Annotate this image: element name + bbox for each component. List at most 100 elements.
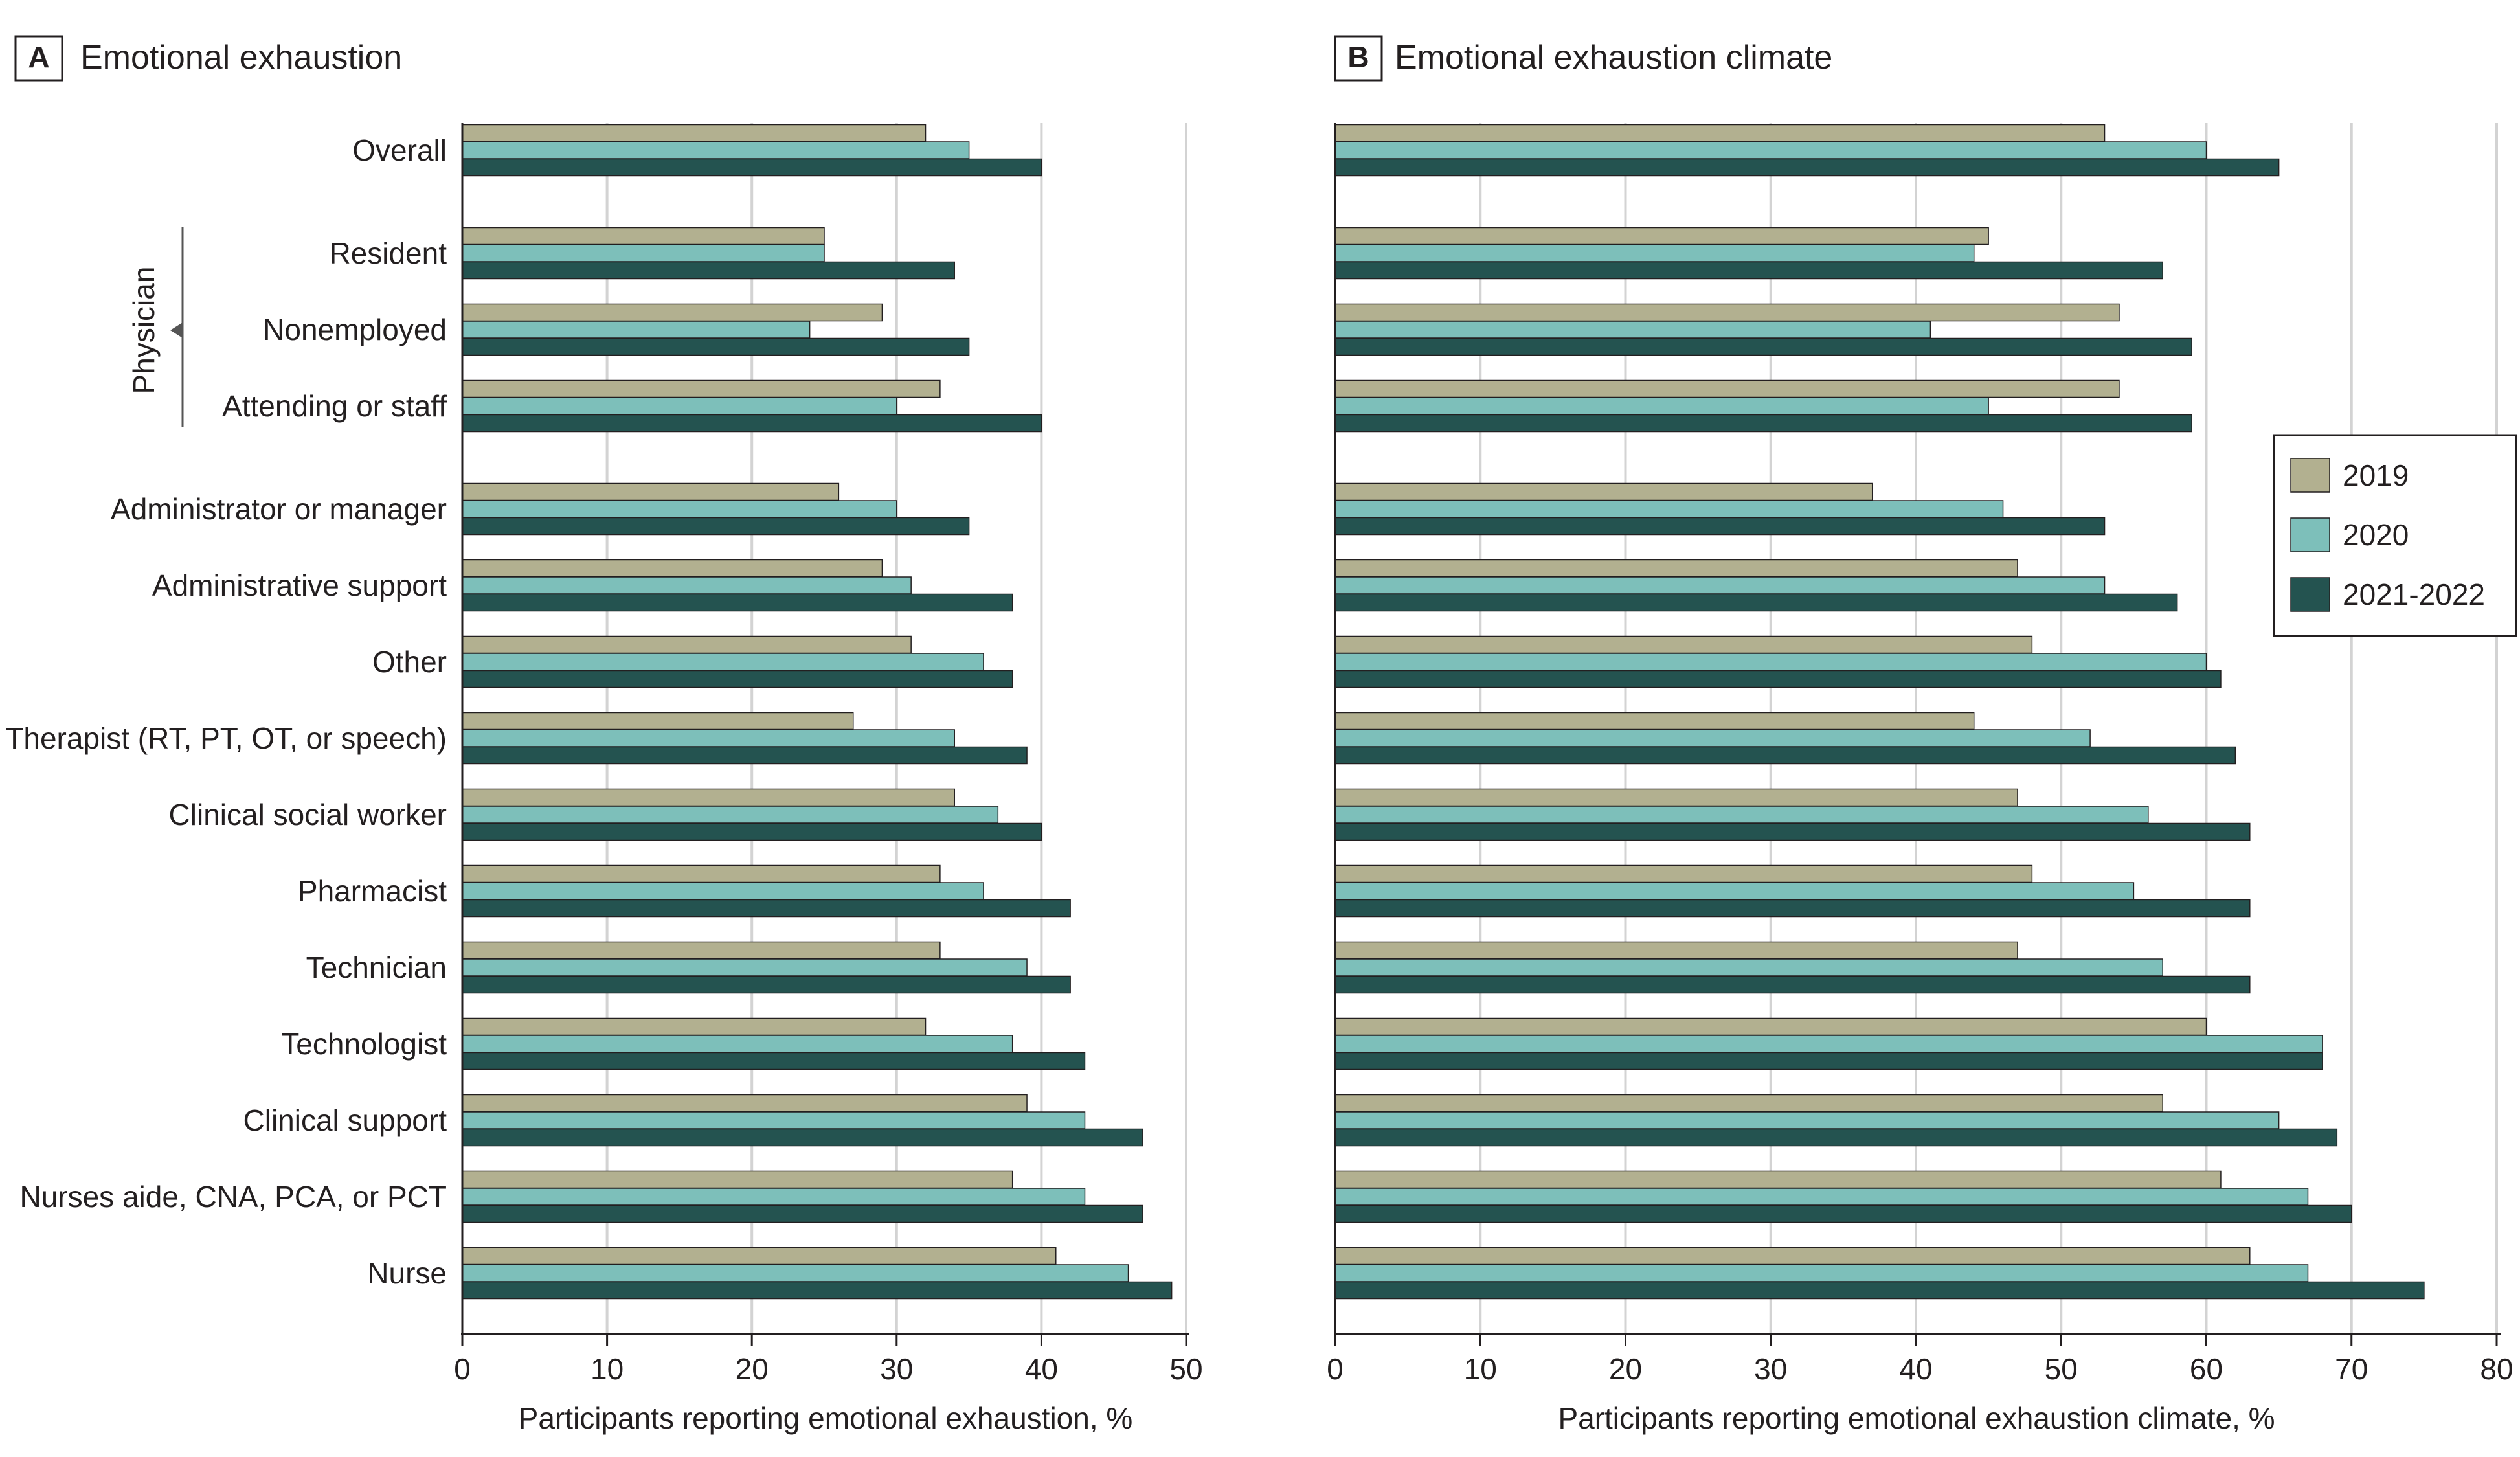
panel-b-bar-clinical-social-worker-2019 (1334, 788, 2018, 807)
panel-b-tick-label-60: 60 (2190, 1352, 2223, 1386)
panel-b-bar-administrative-support-2020 (1334, 576, 2106, 594)
category-label-administrator-or-manager: Administrator or manager (111, 492, 447, 526)
panel-a-bar-attending-or-staff-2019 (462, 379, 941, 398)
panel-b-bar-pharmacist-2019 (1334, 864, 2033, 883)
panel-a-bar-overall-2020 (462, 141, 970, 159)
panel-b: B Emotional exhaustion climate 0 10 20 30 40… (1327, 35, 2517, 1435)
legend-swatch-2020 (2290, 517, 2330, 552)
category-label-other: Other (372, 645, 447, 679)
panel-a-title: Emotional exhaustion (80, 39, 402, 76)
panel-a-bar-pharmacist-2019 (462, 864, 941, 883)
panel-b-bar-technologist-2020 (1334, 1035, 2323, 1053)
panel-b-bar-nurses-aide-cna-pca-or-pct-2019 (1334, 1170, 2222, 1189)
panel-a-tick-label-0: 0 (454, 1352, 471, 1386)
panel-b-bar-attending-or-staff-2020 (1334, 397, 1989, 415)
panel-b-bar-administrator-or-manager-2021-2022 (1334, 517, 2106, 536)
panel-a-bar-clinical-support-2021-2022 (462, 1128, 1143, 1147)
panel-a-tick-label-50: 50 (1169, 1352, 1202, 1386)
panel-b-ticks: 0 10 20 30 40 50 60 70 80 (1327, 1334, 2514, 1386)
panel-b-bar-nurse-2020 (1334, 1264, 2309, 1282)
panel-b-bar-therapist-rt-pt-ot-or-speech-2021-2022 (1334, 746, 2236, 765)
panel-a: A Emotional exhaustion 0 10 20 30 40 50 Overa… (5, 35, 1203, 1435)
panel-b-bar-pharmacist-2020 (1334, 882, 2135, 900)
legend-swatch-2021-2022 (2290, 577, 2330, 612)
panel-a-bar-attending-or-staff-2021-2022 (462, 414, 1042, 433)
panel-b-letter-box (1334, 35, 1383, 82)
panel-a-bar-nurses-aide-cna-pca-or-pct-2020 (462, 1188, 1086, 1206)
panel-a-bar-pharmacist-2020 (462, 882, 984, 900)
panel-a-bar-administrative-support-2021-2022 (462, 593, 1013, 612)
panel-b-bar-technician-2020 (1334, 958, 2163, 977)
panel-a-letter: A (28, 40, 49, 74)
panel-b-bar-technician-2019 (1334, 941, 2018, 960)
category-label-nurse: Nurse (367, 1256, 447, 1290)
panel-b-bar-attending-or-staff-2019 (1334, 379, 2120, 398)
panel-a-bar-resident-2019 (462, 227, 825, 245)
panel-a-bar-clinical-support-2020 (462, 1111, 1086, 1129)
panel-a-ticks: 0 10 20 30 40 50 (454, 1334, 1203, 1386)
panel-b-bar-overall-2019 (1334, 124, 2106, 142)
panel-b-bar-clinical-support-2019 (1334, 1094, 2163, 1113)
legend-label-2019: 2019 (2343, 458, 2409, 492)
panel-b-bar-therapist-rt-pt-ot-or-speech-2020 (1334, 729, 2091, 747)
panel-b-bar-resident-2021-2022 (1334, 261, 2163, 280)
panel-b-bar-therapist-rt-pt-ot-or-speech-2019 (1334, 712, 1975, 730)
panel-a-bar-pharmacist-2021-2022 (462, 899, 1071, 918)
panel-a-bar-nonemployed-2019 (462, 303, 883, 322)
panel-b-tick-label-40: 40 (1899, 1352, 1932, 1386)
panel-a-bar-nonemployed-2020 (462, 321, 811, 339)
panel-b-bar-resident-2019 (1334, 227, 1989, 245)
category-label-technologist: Technologist (281, 1027, 447, 1061)
panel-a-bar-administrator-or-manager-2020 (462, 500, 897, 518)
panel-a-tick-label-20: 20 (736, 1352, 769, 1386)
panel-a-bar-other-2020 (462, 653, 984, 671)
panel-b-bar-technician-2021-2022 (1334, 975, 2251, 994)
panel-a-bar-technologist-2021-2022 (462, 1052, 1086, 1070)
panel-b-bar-administrator-or-manager-2020 (1334, 500, 2004, 518)
physician-bracket-arrow (170, 322, 183, 338)
panel-a-bar-administrator-or-manager-2021-2022 (462, 517, 970, 536)
panel-a-bar-administrative-support-2020 (462, 576, 912, 594)
panel-a-bar-therapist-rt-pt-ot-or-speech-2020 (462, 729, 955, 747)
panel-a-bar-administrator-or-manager-2019 (462, 482, 840, 501)
panel-b-bar-technologist-2021-2022 (1334, 1052, 2323, 1070)
panel-b-bar-administrative-support-2019 (1334, 559, 2018, 578)
panel-a-bar-clinical-support-2019 (462, 1094, 1028, 1113)
legend-label-2020: 2020 (2343, 518, 2409, 552)
panel-b-bar-technologist-2019 (1334, 1017, 2207, 1036)
panel-a-bar-other-2019 (462, 635, 912, 654)
panel-a-bar-clinical-social-worker-2019 (462, 788, 955, 807)
category-label-clinical-support: Clinical support (243, 1103, 447, 1137)
panel-a-bar-overall-2019 (462, 124, 927, 142)
category-label-nurses-aide-cna-pca-or-pct: Nurses aide, CNA, PCA, or PCT (19, 1180, 447, 1214)
category-label-pharmacist: Pharmacist (298, 874, 447, 908)
panel-a-bar-nurses-aide-cna-pca-or-pct-2019 (462, 1170, 1013, 1189)
panel-a-x-axis-title: Participants reporting emotional exhaust… (519, 1401, 1133, 1435)
category-label-administrative-support: Administrative support (152, 569, 447, 602)
panel-b-tick-label-20: 20 (1609, 1352, 1642, 1386)
panel-b-tick-label-10: 10 (1464, 1352, 1497, 1386)
panel-b-letter: B (1347, 40, 1369, 74)
panel-b-bar-clinical-social-worker-2020 (1334, 806, 2149, 824)
panel-a-bar-technician-2020 (462, 958, 1028, 977)
panel-b-bar-nurse-2019 (1334, 1247, 2251, 1265)
legend: 2019 2020 2021-2022 (2273, 434, 2517, 637)
category-label-attending-or-staff: Attending or staff (222, 389, 447, 423)
panel-b-bar-nonemployed-2019 (1334, 303, 2120, 322)
legend-label-2021-2022: 2021-2022 (2343, 578, 2485, 611)
panel-a-bar-resident-2021-2022 (462, 261, 955, 280)
panel-a-letter-box (14, 35, 63, 82)
category-label-therapist-rt-pt-ot-or-speech: Therapist (RT, PT, OT, or speech) (5, 721, 447, 755)
panel-b-bar-overall-2020 (1334, 141, 2207, 159)
panel-a-bar-clinical-social-worker-2021-2022 (462, 822, 1042, 841)
panel-b-title: Emotional exhaustion climate (1395, 39, 1832, 76)
panel-b-bar-nurse-2021-2022 (1334, 1281, 2425, 1300)
panel-b-tick-label-30: 30 (1754, 1352, 1787, 1386)
panel-b-tick-label-80: 80 (2480, 1352, 2513, 1386)
panel-a-bar-clinical-social-worker-2020 (462, 806, 999, 824)
panel-b-bar-other-2020 (1334, 653, 2207, 671)
panel-a-bar-therapist-rt-pt-ot-or-speech-2019 (462, 712, 854, 730)
panel-a-bar-nurses-aide-cna-pca-or-pct-2021-2022 (462, 1204, 1143, 1223)
panel-b-bars (1334, 124, 2425, 1300)
